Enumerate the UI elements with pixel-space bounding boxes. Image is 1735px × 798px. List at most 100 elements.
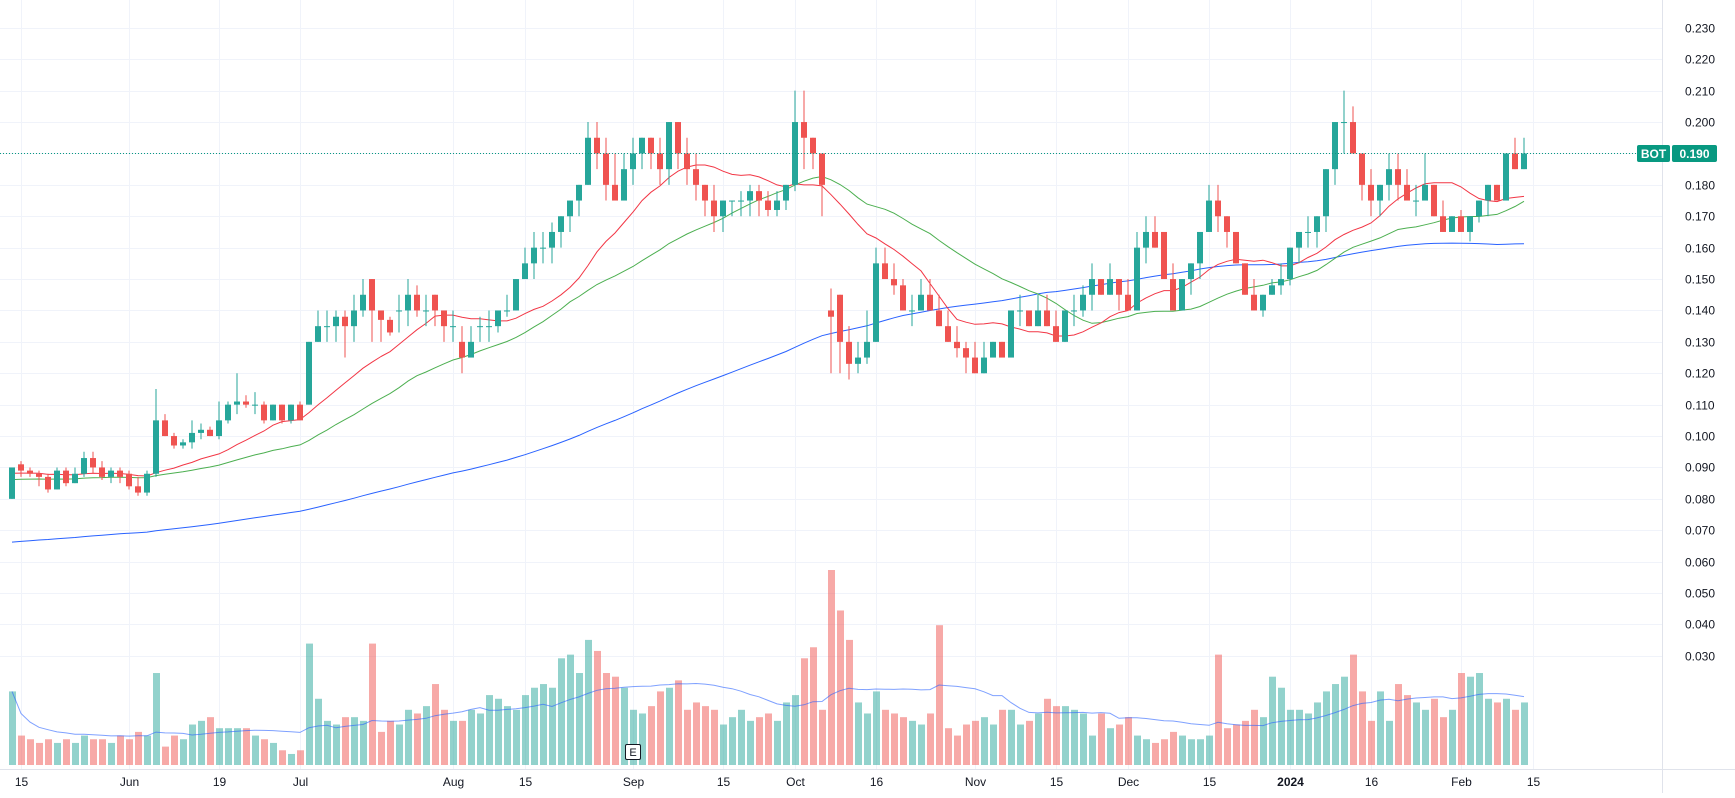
candle[interactable] (954, 326, 960, 358)
candle[interactable] (783, 184, 789, 210)
candle[interactable] (675, 122, 681, 170)
candle[interactable] (531, 231, 537, 280)
candle[interactable] (1017, 294, 1023, 327)
candle[interactable] (225, 401, 231, 424)
candle[interactable] (1422, 153, 1428, 201)
candle[interactable] (1260, 294, 1266, 317)
candle[interactable] (882, 247, 888, 280)
candle[interactable] (495, 310, 501, 333)
candle[interactable] (135, 476, 141, 496)
candle[interactable] (153, 388, 159, 477)
candle[interactable] (1242, 263, 1248, 295)
candle[interactable] (81, 451, 87, 477)
candle[interactable] (1287, 247, 1293, 286)
candle[interactable] (270, 404, 276, 421)
candle[interactable] (837, 294, 843, 374)
candle[interactable] (693, 153, 699, 201)
candle[interactable] (342, 310, 348, 358)
candle[interactable] (765, 191, 771, 217)
candle[interactable] (1494, 184, 1500, 201)
candle[interactable] (711, 184, 717, 232)
candle[interactable] (360, 279, 366, 317)
candle[interactable] (324, 310, 330, 342)
candle[interactable] (243, 395, 249, 408)
candle[interactable] (369, 279, 375, 342)
candle[interactable] (414, 285, 420, 317)
candle[interactable] (1161, 231, 1167, 280)
candle[interactable] (108, 467, 114, 484)
earnings-marker[interactable]: E (625, 744, 641, 760)
candle[interactable] (1368, 169, 1374, 217)
candle[interactable] (297, 401, 303, 421)
candle[interactable] (1188, 263, 1194, 295)
candle[interactable] (333, 310, 339, 342)
candle[interactable] (981, 341, 987, 374)
candle[interactable] (684, 137, 690, 185)
candle[interactable] (1269, 279, 1275, 295)
candle[interactable] (1062, 310, 1068, 342)
candle[interactable] (990, 341, 996, 358)
candle[interactable] (126, 470, 132, 490)
candle[interactable] (1152, 216, 1158, 248)
candle[interactable] (522, 247, 528, 280)
candle[interactable] (234, 373, 240, 415)
candle[interactable] (99, 461, 105, 481)
candle[interactable] (603, 137, 609, 201)
candle[interactable] (999, 341, 1005, 358)
candle[interactable] (594, 122, 600, 170)
candle[interactable] (1116, 279, 1122, 311)
candle[interactable] (1224, 216, 1230, 248)
candle[interactable] (720, 200, 726, 232)
candle[interactable] (540, 231, 546, 264)
candle[interactable] (567, 200, 573, 232)
candle[interactable] (945, 310, 951, 342)
candle[interactable] (162, 414, 168, 437)
candle[interactable] (972, 341, 978, 374)
candle[interactable] (747, 184, 753, 217)
candle[interactable] (171, 432, 177, 449)
candle[interactable] (1503, 153, 1509, 201)
candle[interactable] (306, 341, 312, 405)
candle[interactable] (1008, 310, 1014, 358)
candle[interactable] (1485, 184, 1491, 217)
candle[interactable] (819, 153, 825, 217)
candle[interactable] (1206, 184, 1212, 232)
candle[interactable] (801, 90, 807, 170)
candle[interactable] (1071, 294, 1077, 327)
candle[interactable] (261, 401, 267, 424)
candle[interactable] (756, 184, 762, 217)
candle[interactable] (189, 420, 195, 449)
candle[interactable] (963, 341, 969, 374)
candle[interactable] (1305, 216, 1311, 248)
candle[interactable] (774, 191, 780, 217)
candle[interactable] (387, 316, 393, 336)
candle[interactable] (450, 310, 456, 342)
candle[interactable] (459, 326, 465, 374)
candle[interactable] (1134, 231, 1140, 311)
candle[interactable] (423, 294, 429, 327)
candle[interactable] (1350, 106, 1356, 154)
candle[interactable] (1476, 200, 1482, 223)
candle[interactable] (180, 439, 186, 449)
candle[interactable] (891, 263, 897, 295)
candle[interactable] (1233, 231, 1239, 264)
candle[interactable] (72, 467, 78, 484)
candle[interactable] (855, 341, 861, 374)
candle[interactable] (1377, 184, 1383, 217)
candle[interactable] (873, 247, 879, 342)
candle[interactable] (1080, 285, 1086, 317)
candle[interactable] (477, 316, 483, 342)
candle[interactable] (576, 184, 582, 217)
candle[interactable] (207, 426, 213, 437)
candle[interactable] (1143, 216, 1149, 264)
candle[interactable] (1404, 169, 1410, 201)
candle[interactable] (1044, 294, 1050, 327)
candle[interactable] (630, 137, 636, 185)
candle[interactable] (198, 423, 204, 440)
candle[interactable] (1179, 279, 1185, 311)
candle[interactable] (378, 310, 384, 342)
candle[interactable] (1413, 184, 1419, 217)
candle[interactable] (1341, 90, 1347, 154)
candle[interactable] (1323, 169, 1329, 232)
